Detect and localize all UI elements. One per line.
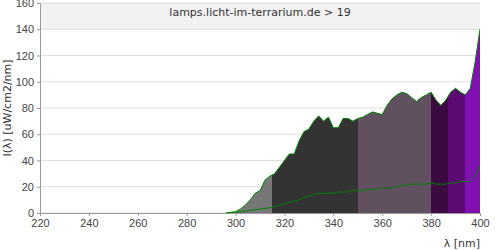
tick-label: 380 [422,217,440,229]
grid-line [40,81,480,82]
tick-label: 300 [227,217,245,229]
title: lamps.licht-im-terrarium.de > 19 [169,6,350,19]
tick-label: 120 [16,50,34,62]
area [226,29,480,213]
axis-line [41,213,481,214]
tick-mark [333,213,334,216]
tick-label: 280 [178,217,196,229]
tick-mark [37,108,40,109]
tick-label: 20 [22,181,34,193]
tick: 400 [471,213,489,229]
x-axis: 220 240 260 280 300 320 340 360 380 400 [31,213,489,229]
tick-mark [236,213,237,216]
grid-line [40,55,480,56]
line [226,29,480,213]
tick-label: 140 [16,23,34,35]
tick: 120 [16,50,40,62]
tick-mark [89,213,90,216]
x-axis-title: λ [nm] [444,237,480,250]
tick: 40 [22,155,40,167]
tick-mark [187,213,188,216]
y-axis: 0 20 40 60 80 100 120 140 160 [16,0,41,219]
tick-mark [37,134,40,135]
tick-mark [37,161,40,162]
tick: 260 [129,213,147,229]
tick-label: 340 [325,217,343,229]
tick-label: 0 [28,207,34,219]
tick-mark [37,56,40,57]
tick-label: 260 [129,217,147,229]
tick-label: 240 [80,217,98,229]
tick-mark [37,3,40,4]
tick: 60 [22,128,40,140]
tick: 280 [178,213,196,229]
tick-label: 320 [276,217,294,229]
tick-label: 100 [16,76,34,88]
tick-mark [37,82,40,83]
top-band [40,3,480,29]
tick: 360 [374,213,392,229]
tick: 140 [16,23,40,35]
tick-mark [480,213,481,216]
tick-mark [284,213,285,216]
tick: 220 [31,213,49,229]
grid-line [40,29,480,30]
tick-label: 60 [22,128,34,140]
tick: 300 [227,213,245,229]
tick-mark [382,213,383,216]
tick: 0 [28,207,40,219]
axis-line [40,4,41,214]
tick-label: 400 [471,217,489,229]
tick-label: 220 [31,217,49,229]
line [226,166,480,213]
tick-label: 40 [22,155,34,167]
grid-line [40,3,480,4]
tick: 380 [422,213,440,229]
tick-label: 360 [374,217,392,229]
tick-mark [37,187,40,188]
tick: 100 [16,76,40,88]
tick: 80 [22,102,40,114]
tick: 20 [22,181,40,193]
y-axis-title: I(λ) [uW/cm2/nm] [1,59,14,156]
tick-mark [431,213,432,216]
tick: 160 [16,0,40,9]
tick: 240 [80,213,98,229]
tick: 340 [325,213,343,229]
tick-label: 160 [16,0,34,9]
tick-label: 80 [22,102,34,114]
tick-mark [37,213,40,214]
marks [226,29,480,213]
tick-mark [138,213,139,216]
tick: 320 [276,213,294,229]
tick-mark [37,29,40,30]
grid [40,3,480,213]
